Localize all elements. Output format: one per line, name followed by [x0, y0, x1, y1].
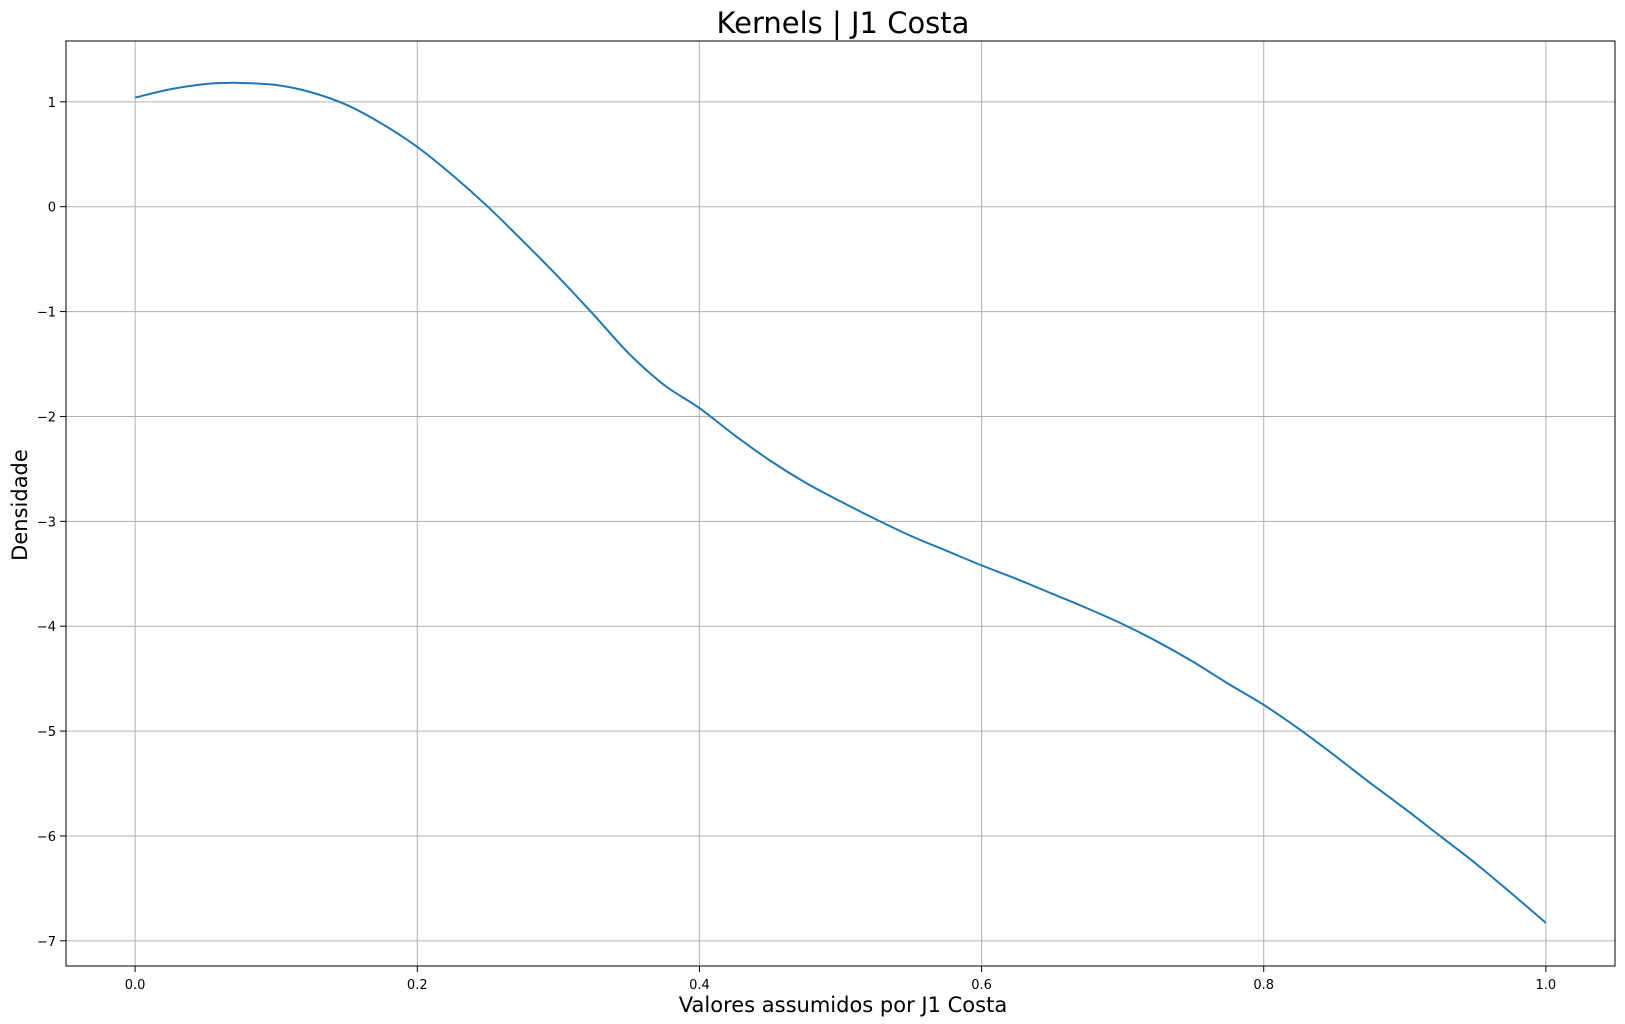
y-tick-label: 1: [48, 96, 56, 111]
series-lines: [134, 81, 1547, 924]
x-tick-label: 0.4: [689, 978, 710, 993]
x-tick-label: 0.6: [971, 978, 992, 993]
x-axis-label: Valores assumidos por J1 Costa: [679, 993, 1007, 1017]
y-tick-label: −7: [37, 935, 56, 950]
y-tick-label: −6: [37, 830, 56, 845]
chart-title: Kernels | J1 Costa: [717, 6, 970, 40]
y-axis-label: Densidade: [8, 449, 32, 561]
y-tick-label: −4: [37, 620, 56, 635]
x-tick-label: 0.0: [125, 978, 146, 993]
y-tick-label: −2: [37, 410, 56, 425]
x-tick-label: 0.2: [407, 978, 428, 993]
y-tick-label: −5: [37, 725, 56, 740]
x-axis: 0.0 0.2 0.4 0.6 0.8 1.0: [125, 966, 1556, 993]
series-line: [134, 81, 1547, 924]
x-tick-label: 1.0: [1536, 978, 1557, 993]
x-tick-label: 0.8: [1253, 978, 1274, 993]
gridlines: [66, 41, 1615, 966]
y-tick-label: −3: [37, 515, 56, 530]
y-tick-label: −1: [37, 306, 56, 321]
y-tick-label: 0: [48, 201, 56, 216]
y-axis: 1 0 −1 −2 −3 −4 −5 −6 −7: [37, 96, 66, 950]
plot-frame: [65, 40, 1616, 967]
